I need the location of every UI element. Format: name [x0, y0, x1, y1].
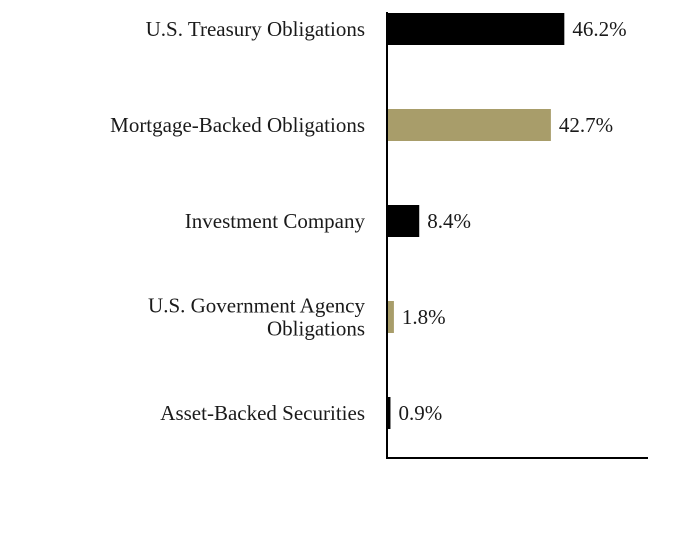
value-label: 46.2% — [572, 17, 626, 41]
category-label: Mortgage-Backed Obligations — [110, 113, 365, 137]
value-label: 0.9% — [398, 401, 442, 425]
bar-2 — [387, 109, 551, 141]
value-label: 1.8% — [402, 305, 446, 329]
bars-layer — [387, 13, 565, 429]
bar-4 — [387, 301, 394, 333]
bar-1 — [387, 13, 565, 45]
category-labels-layer: U.S. Treasury Obligations Mortgage-Backed… — [110, 17, 365, 425]
bar-3 — [387, 205, 420, 237]
category-label: Obligations — [267, 317, 365, 341]
category-label: Asset-Backed Securities — [160, 401, 365, 425]
value-label: 8.4% — [427, 209, 471, 233]
category-label: U.S. Treasury Obligations — [146, 17, 365, 41]
value-label: 42.7% — [559, 113, 613, 137]
category-label: Investment Company — [185, 209, 366, 233]
value-labels-layer: 46.2% 42.7% 8.4% 1.8% 0.9% — [398, 17, 626, 425]
category-label: U.S. Government Agency — [148, 294, 365, 318]
bar-5 — [387, 397, 391, 429]
